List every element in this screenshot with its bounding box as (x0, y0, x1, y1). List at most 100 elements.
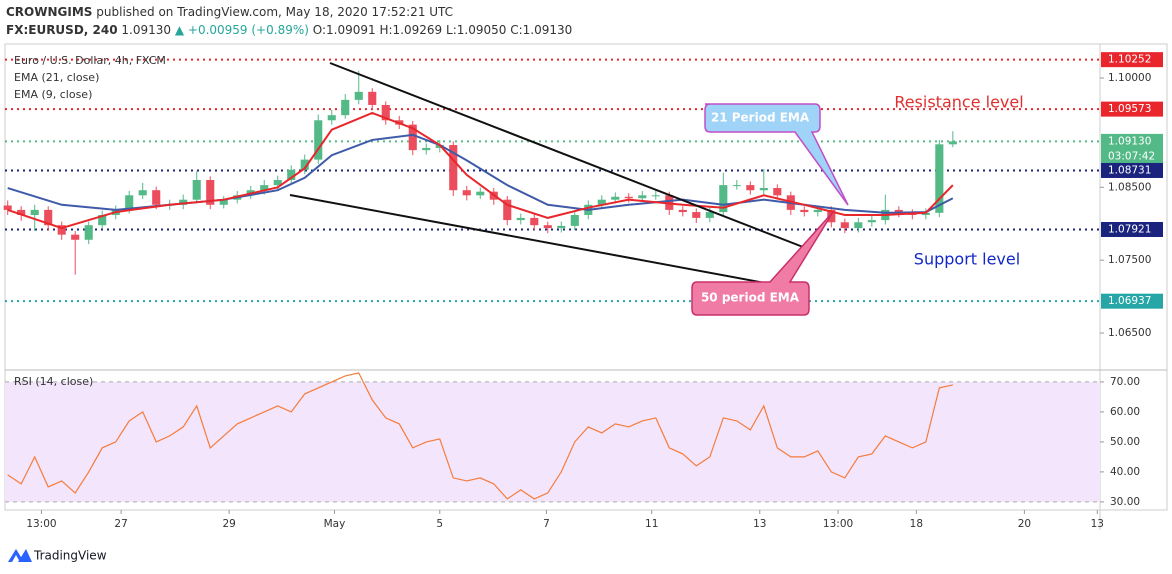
candle-body (894, 209, 903, 213)
high: H:1.09269 (379, 23, 442, 37)
footer-brand: TradingView (33, 549, 107, 563)
y-tick-label: 30.00 (1110, 496, 1140, 508)
rsi-pane (5, 372, 1100, 503)
x-tick-label: 13 (1091, 518, 1104, 530)
candle-body (557, 225, 566, 229)
price-label: 1.09130 (1108, 135, 1151, 147)
candle-body (3, 205, 12, 210)
candle-body (368, 91, 377, 105)
candle-body (935, 144, 944, 213)
price-label: 1.07921 (1108, 223, 1151, 235)
y-tick-label: 70.00 (1110, 376, 1140, 388)
candle-body (840, 222, 849, 229)
low: L:1.09050 (446, 23, 506, 37)
x-tick-label: 18 (910, 518, 923, 530)
candle-body (422, 147, 431, 151)
x-tick-label: 11 (645, 518, 658, 530)
legend-entry: EMA (21, close) (14, 71, 99, 84)
ema-line (7, 111, 954, 230)
candle-body (759, 188, 768, 191)
candle-body (651, 195, 660, 197)
candle-body (746, 185, 755, 191)
price-label: 1.08731 (1108, 164, 1151, 176)
candle-body (71, 234, 80, 240)
candle-body (44, 209, 53, 226)
author: CROWNGIMS (6, 5, 92, 19)
logo-icon (8, 549, 32, 562)
price-label: 1.06937 (1108, 295, 1151, 307)
legend-entry: RSI (14, close) (14, 375, 93, 388)
quote-line: FX:EURUSD, 240 1.09130 ▲ +0.00959 (+0.89… (6, 23, 572, 37)
candle-body (597, 199, 606, 205)
price-label: 1.09573 (1108, 103, 1151, 115)
rsi-band (5, 381, 1100, 502)
candle-body (813, 209, 822, 213)
price-label-box (1101, 101, 1163, 117)
candle-body (624, 196, 633, 199)
candle-body (530, 217, 539, 226)
candle-body (449, 145, 458, 191)
trendline (289, 194, 804, 291)
price: 1.09130 (121, 23, 171, 37)
candle-body (57, 225, 66, 235)
candle-body (800, 209, 809, 213)
price-label-box (1101, 221, 1163, 237)
x-tick-label: 13 (753, 518, 766, 530)
header-line: CROWNGIMS published on TradingView.com, … (6, 5, 453, 19)
candle-body (98, 214, 107, 226)
candle-body (773, 188, 782, 196)
callout-text: 50 period EMA (701, 291, 800, 305)
x-tick-label: 13:00 (823, 518, 853, 530)
candle-body (611, 196, 620, 200)
change: ▲ +0.00959 (+0.89%) (175, 23, 309, 37)
candle-body (948, 141, 957, 145)
candle-body (705, 212, 714, 218)
callout-text: 21 Period EMA (711, 111, 810, 125)
rsi-line (7, 372, 953, 500)
trendline (329, 62, 804, 248)
y-tick-label: 1.07500 (1108, 254, 1151, 266)
x-tick-label: 29 (222, 518, 235, 530)
candle-body (516, 217, 525, 221)
candle-body (678, 209, 687, 213)
candle-body (152, 190, 161, 205)
logo (8, 549, 32, 562)
close: C:1.09130 (510, 23, 572, 37)
candle-body (179, 199, 188, 205)
candle-body (381, 104, 390, 121)
candle-body (854, 222, 863, 229)
countdown: 03:07:42 (1108, 150, 1155, 162)
callout (691, 211, 834, 316)
callout (704, 103, 849, 206)
candle-body (300, 159, 309, 170)
candle-body (260, 185, 269, 191)
x-tick-label: 20 (1018, 518, 1031, 530)
y-tick-label: 50.00 (1110, 436, 1140, 448)
candle-body (692, 212, 701, 218)
candle-body (327, 115, 336, 121)
x-tick-label: 7 (543, 518, 550, 530)
published: published on TradingView.com, May 18, 20… (96, 5, 453, 19)
candle-body (138, 190, 147, 196)
x-tick-label: 27 (114, 518, 127, 530)
y-tick-label: 60.00 (1110, 406, 1140, 418)
price-label-box (1101, 52, 1163, 68)
candle-body (273, 180, 282, 186)
x-tick-label: 5 (436, 518, 443, 530)
support-label: Support level (914, 250, 1020, 269)
candle-body (921, 212, 930, 215)
candle-body (638, 195, 647, 199)
candle-body (867, 220, 876, 223)
open: O:1.09091 (313, 23, 376, 37)
candle-body (341, 99, 350, 116)
candle-body (314, 120, 323, 160)
candle-body (354, 91, 363, 100)
candle-body (543, 225, 552, 229)
y-tick-label: 40.00 (1110, 466, 1140, 478)
price-pane (3, 58, 1100, 303)
resistance-label: Resistance level (894, 93, 1023, 112)
price-label-box (1101, 162, 1163, 178)
candle-body (206, 180, 215, 205)
candle-body (30, 209, 39, 215)
